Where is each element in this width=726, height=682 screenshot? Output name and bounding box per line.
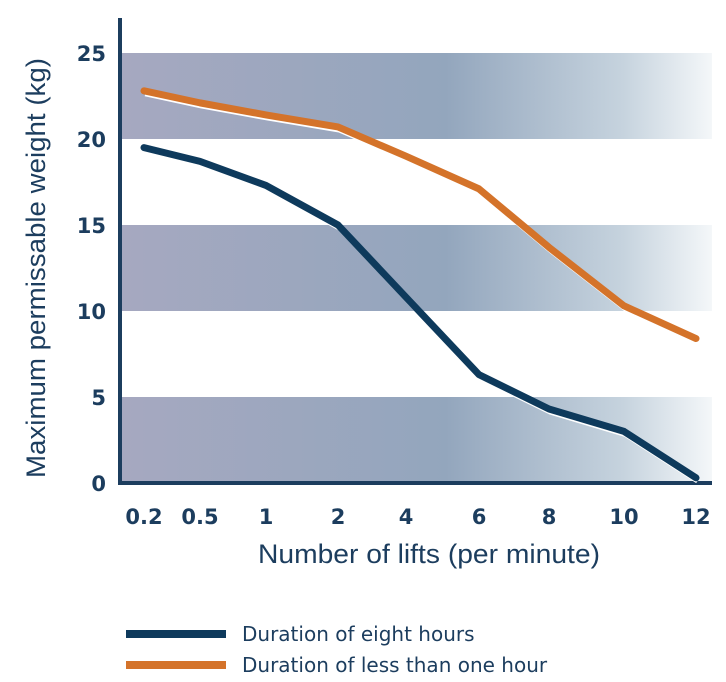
x-axis-title: Number of lifts (per minute) [258,539,600,569]
x-tick-label: 0.5 [181,505,218,529]
axes [118,18,712,485]
background-bands [120,53,712,483]
y-tick-label: 25 [77,42,106,66]
x-tick-label: 12 [681,505,710,529]
background-band [120,53,712,139]
legend-item-less-than-one-hour: Duration of less than one hour [126,653,548,677]
x-tick-labels: 0.2 0.5 1 2 4 6 8 10 12 [125,505,710,529]
x-tick-label: 1 [259,505,274,529]
legend-label-eight-hours: Duration of eight hours [242,622,475,646]
y-axis-title: Maximum permissable weight (kg) [21,58,51,478]
series-lines [140,87,700,484]
y-tick-label: 10 [77,300,106,324]
legend-item-eight-hours: Duration of eight hours [126,622,475,646]
background-band [120,225,712,311]
x-tick-label: 8 [542,505,557,529]
legend: Duration of eight hours Duration of less… [126,622,548,677]
x-tick-label: 2 [331,505,346,529]
background-band [120,397,712,483]
x-tick-label: 0.2 [125,505,162,529]
y-tick-label: 5 [91,386,106,410]
x-tick-label: 4 [399,505,414,529]
y-tick-labels: 0 5 10 15 20 25 [77,42,106,496]
y-tick-label: 0 [91,472,106,496]
y-tick-label: 15 [77,214,106,238]
y-tick-label: 20 [77,128,106,152]
x-tick-label: 10 [609,505,638,529]
legend-label-less-than-one-hour: Duration of less than one hour [242,653,548,677]
x-tick-label: 6 [472,505,487,529]
